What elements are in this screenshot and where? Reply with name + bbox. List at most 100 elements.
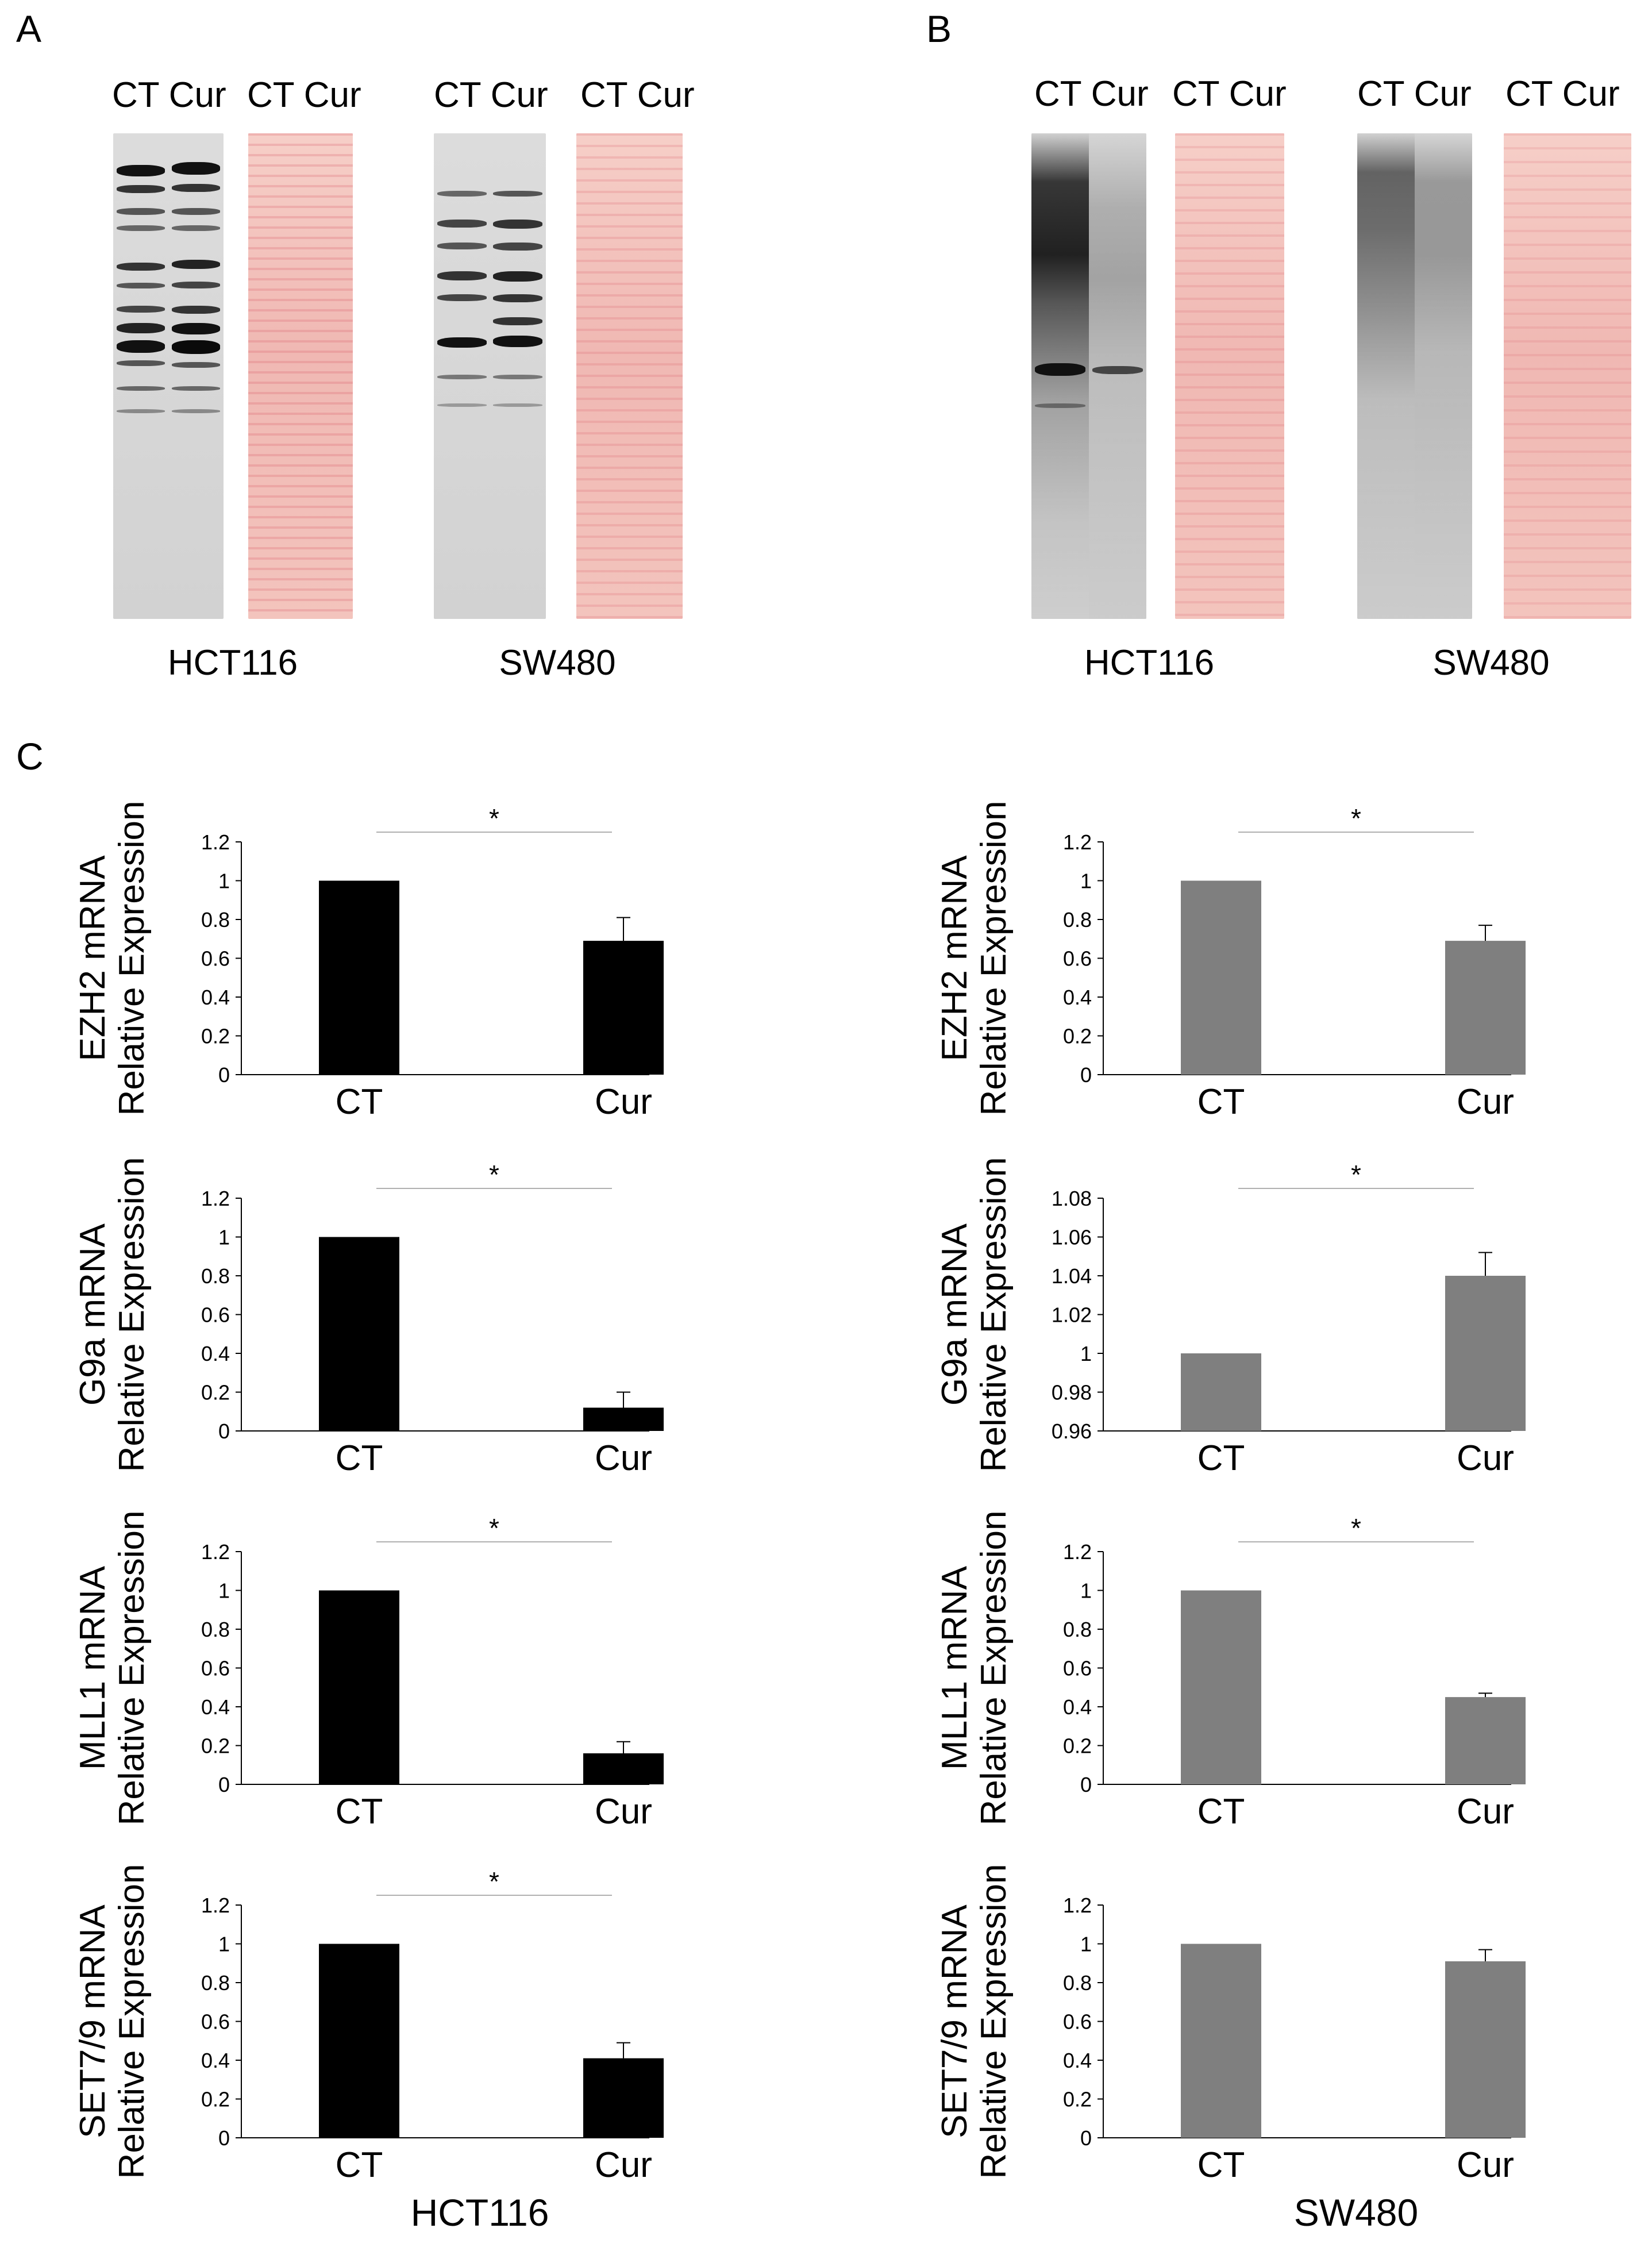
y-tick-label: 0.8 <box>1063 908 1092 932</box>
x-tick-label-cur: Cur <box>1457 1082 1514 1122</box>
y-tick-label: 0.2 <box>201 1734 230 1758</box>
y-axis-title-line2: Relative Expression <box>112 1157 152 1472</box>
y-tick-label: 1.08 <box>1052 1187 1092 1210</box>
y-tick-label: 0.2 <box>201 1025 230 1048</box>
significance-marker: * <box>489 1513 499 1543</box>
x-tick-label-cur: Cur <box>595 1082 652 1122</box>
ponceau-stain-a-sw480 <box>576 133 683 619</box>
y-tick-label: 0.8 <box>201 1971 230 1995</box>
y-axis-title-line1: MLL1 mRNA <box>935 1565 975 1770</box>
lane-header-b-sw480-wb: CT Cur <box>1357 74 1472 114</box>
bar-cur <box>583 1407 664 1431</box>
cell-line-label-b-hct116: HCT116 <box>1084 643 1215 683</box>
bar-chart-ezh2-sw480: EZH2 mRNA Relative Expression 0 0.2 0.4 0.6 0.… <box>935 801 1526 1122</box>
significance-marker: * <box>489 1867 499 1896</box>
y-tick-label: 0.96 <box>1052 1419 1092 1443</box>
y-tick-label: 0.4 <box>201 986 230 1009</box>
y-tick-label: 0.6 <box>201 1303 230 1327</box>
lane-header-b-hct116-wb: CT Cur <box>1034 74 1149 114</box>
y-tick-label: 1 <box>218 1933 230 1956</box>
significance-marker: * <box>1351 1513 1361 1543</box>
y-tick-label: 0 <box>218 1063 230 1087</box>
y-tick-label: 0.4 <box>201 2049 230 2072</box>
panel-letter-c: C <box>16 735 44 778</box>
bar-ct <box>1181 1944 1261 2138</box>
significance-marker: * <box>1351 1160 1361 1190</box>
bar-cur <box>1445 1697 1526 1784</box>
y-tick-label: 0 <box>218 2126 230 2150</box>
y-tick-label: 1.2 <box>1063 1540 1092 1564</box>
significance-marker: * <box>489 1160 499 1190</box>
y-tick-label: 0.4 <box>1063 986 1092 1009</box>
y-tick-label: 0 <box>1080 1773 1092 1796</box>
y-tick-label: 0.6 <box>201 2010 230 2034</box>
significance-marker: * <box>1351 803 1361 833</box>
y-axis-title-line1: SET7/9 mRNA <box>73 1904 113 2138</box>
significance-marker: * <box>489 803 499 833</box>
x-tick-label-ct: CT <box>1197 1438 1245 1478</box>
bar-chart-set79-hct116: SET7/9 mRNA Relative Expression 0 0.2 0.4 0.6… <box>73 1864 664 2185</box>
y-tick-label: 1.2 <box>1063 1894 1092 1917</box>
cell-line-label-a-sw480: SW480 <box>499 643 616 683</box>
ponceau-stain-a-hct116 <box>248 133 353 619</box>
y-tick-label: 1.2 <box>1063 830 1092 854</box>
y-tick-label: 0.6 <box>201 947 230 971</box>
y-tick-label: 0.8 <box>201 1264 230 1288</box>
y-tick-label: 0.6 <box>1063 1657 1092 1680</box>
y-tick-label: 1 <box>218 869 230 893</box>
y-tick-label: 0.2 <box>1063 1025 1092 1048</box>
y-tick-label: 0 <box>218 1419 230 1443</box>
y-tick-label: 1.06 <box>1052 1226 1092 1249</box>
western-blot-a-sw480 <box>434 133 546 619</box>
bar-chart-mll1-sw480: MLL1 mRNA Relative Expression 0 0.2 0.4 0.6 0.… <box>935 1511 1526 1831</box>
ponceau-stain-b-sw480 <box>1504 133 1631 619</box>
bar-cur <box>583 1753 664 1784</box>
y-tick-label: 0.4 <box>1063 2049 1092 2072</box>
bar-ct <box>319 880 399 1075</box>
y-tick-label: 1 <box>218 1226 230 1249</box>
x-tick-label-ct: CT <box>336 1792 383 1831</box>
cell-line-label-b-sw480: SW480 <box>1432 643 1550 683</box>
bar-cur <box>1445 1961 1526 2138</box>
x-tick-label-ct: CT <box>336 2145 383 2185</box>
bar-cur <box>1445 1276 1526 1431</box>
y-tick-label: 0 <box>218 1773 230 1796</box>
y-axis-title-line2: Relative Expression <box>974 1157 1014 1472</box>
x-tick-label-cur: Cur <box>1457 1792 1514 1831</box>
y-axis-title-line1: G9a mRNA <box>73 1223 113 1406</box>
y-axis-title-line2: Relative Expression <box>974 801 1014 1116</box>
bar-chart-mll1-hct116: MLL1 mRNA Relative Expression 0 0.2 0.4 0.6 0.… <box>73 1511 664 1831</box>
y-tick-label: 1 <box>1080 1933 1092 1956</box>
y-tick-label: 0.8 <box>1063 1618 1092 1641</box>
y-tick-label: 1.02 <box>1052 1303 1092 1327</box>
y-tick-label: 0.4 <box>201 1695 230 1719</box>
western-blot-b-sw480 <box>1357 133 1472 619</box>
bar-chart-ezh2-hct116: EZH2 mRNA Relative Expression 0 0.2 0.4 0.6 0.… <box>73 801 664 1122</box>
y-tick-label: 0.2 <box>201 1381 230 1405</box>
y-tick-label: 0.2 <box>201 2088 230 2111</box>
bar-chart-set79-sw480: SET7/9 mRNA Relative Expression 0 0.2 0.4 0.6… <box>935 1864 1526 2185</box>
bar-cur <box>583 2058 664 2138</box>
y-axis-title-line1: EZH2 mRNA <box>73 855 113 1061</box>
y-tick-label: 0.6 <box>1063 947 1092 971</box>
y-axis-title-line2: Relative Expression <box>974 1511 1014 1826</box>
lane-header-a-hct116-ps: CT Cur <box>247 75 361 115</box>
bar-cur <box>583 941 664 1075</box>
bar-ct <box>1181 1590 1261 1784</box>
bar-ct <box>1181 880 1261 1075</box>
lane-header-b-hct116-ps: CT Cur <box>1172 74 1287 114</box>
y-tick-label: 1.2 <box>201 1187 230 1210</box>
y-tick-label: 1 <box>1080 1342 1092 1365</box>
footer-label-hct116: HCT116 <box>410 2191 549 2234</box>
y-tick-label: 0.4 <box>1063 1695 1092 1719</box>
lane-header-a-sw480-ps: CT Cur <box>580 75 695 115</box>
footer-label-sw480: SW480 <box>1293 2191 1419 2234</box>
y-tick-label: 1.2 <box>201 1540 230 1564</box>
western-blot-a-hct116 <box>113 133 224 619</box>
y-axis-title-line2: Relative Expression <box>974 1864 1014 2179</box>
x-tick-label-ct: CT <box>1197 2145 1245 2185</box>
panel-letter-b: B <box>926 7 952 50</box>
y-tick-label: 0.8 <box>1063 1971 1092 1995</box>
y-tick-label: 0.8 <box>201 1618 230 1641</box>
x-tick-label-cur: Cur <box>595 2145 652 2185</box>
